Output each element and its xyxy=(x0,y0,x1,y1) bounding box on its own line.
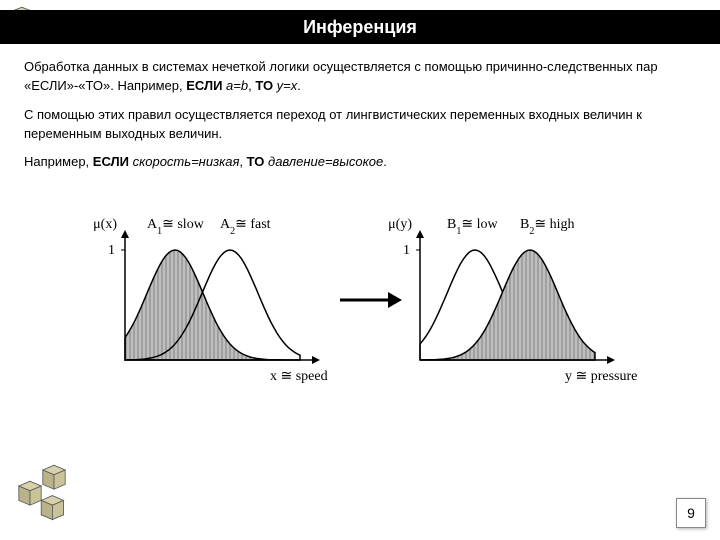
page-title: Инференция xyxy=(303,17,417,38)
svg-text:y ≅ pressure: y ≅ pressure xyxy=(565,369,637,384)
paragraph-2: С помощью этих правил осуществляется пер… xyxy=(24,106,696,144)
fuzzy-diagram: μ(x) 1 x ≅ speed A1≅ slow A2≅ fast μ(y) 1 y ≅ p… xyxy=(0,210,720,420)
body-text: Обработка данных в системах нечеткой лог… xyxy=(24,58,696,182)
svg-text:x ≅ speed: x ≅ speed xyxy=(270,369,328,384)
svg-text:A1≅ slow: A1≅ slow xyxy=(147,217,205,237)
svg-text:B2≅ high: B2≅ high xyxy=(520,217,574,237)
paragraph-3: Например, ЕСЛИ скорость=низкая, ТО давле… xyxy=(24,153,696,172)
cubes-icon xyxy=(6,454,86,534)
svg-text:B1≅ low: B1≅ low xyxy=(447,217,498,237)
svg-text:1: 1 xyxy=(108,243,115,258)
svg-text:1: 1 xyxy=(403,243,410,258)
svg-text:A2≅ fast: A2≅ fast xyxy=(220,217,271,237)
svg-text:μ(x): μ(x) xyxy=(93,217,117,232)
header-bar: Инференция xyxy=(0,10,720,44)
svg-text:μ(y): μ(y) xyxy=(388,217,412,232)
page-number: 9 xyxy=(676,498,706,528)
paragraph-1: Обработка данных в системах нечеткой лог… xyxy=(24,58,696,96)
